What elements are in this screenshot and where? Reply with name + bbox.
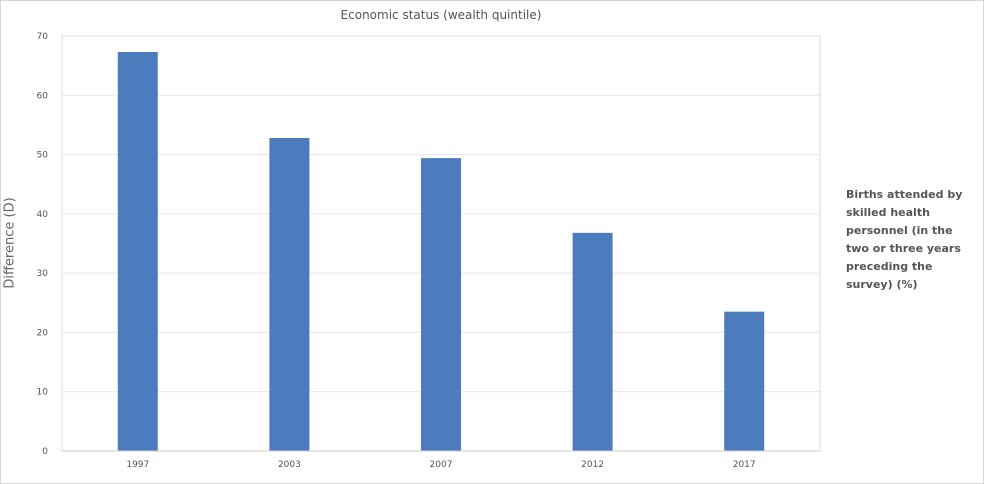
y-tick-label: 10: [37, 388, 49, 398]
y-tick-label: 60: [37, 91, 49, 101]
legend-entry[interactable]: Births attended by skilled health person…: [846, 188, 963, 291]
y-tick-label: 30: [37, 269, 49, 279]
y-tick-label: 40: [37, 210, 49, 220]
x-tick-label: 2012: [581, 460, 604, 470]
bar[interactable]: [117, 52, 158, 451]
bar[interactable]: [421, 158, 461, 451]
x-tick-label: 2003: [278, 460, 301, 470]
y-tick-label: 20: [37, 328, 49, 338]
y-tick-label: 70: [37, 32, 49, 42]
y-tick-label: 50: [37, 151, 49, 161]
x-tick-label: 2007: [430, 460, 453, 470]
x-tick-label: 2017: [733, 460, 756, 470]
chart-title: Economic status (wealth quintile): [340, 8, 542, 22]
y-tick-label: 0: [42, 447, 48, 457]
x-tick-label: 1997: [126, 460, 149, 470]
bar[interactable]: [724, 311, 765, 451]
bar[interactable]: [269, 137, 310, 451]
bar[interactable]: [572, 232, 613, 451]
